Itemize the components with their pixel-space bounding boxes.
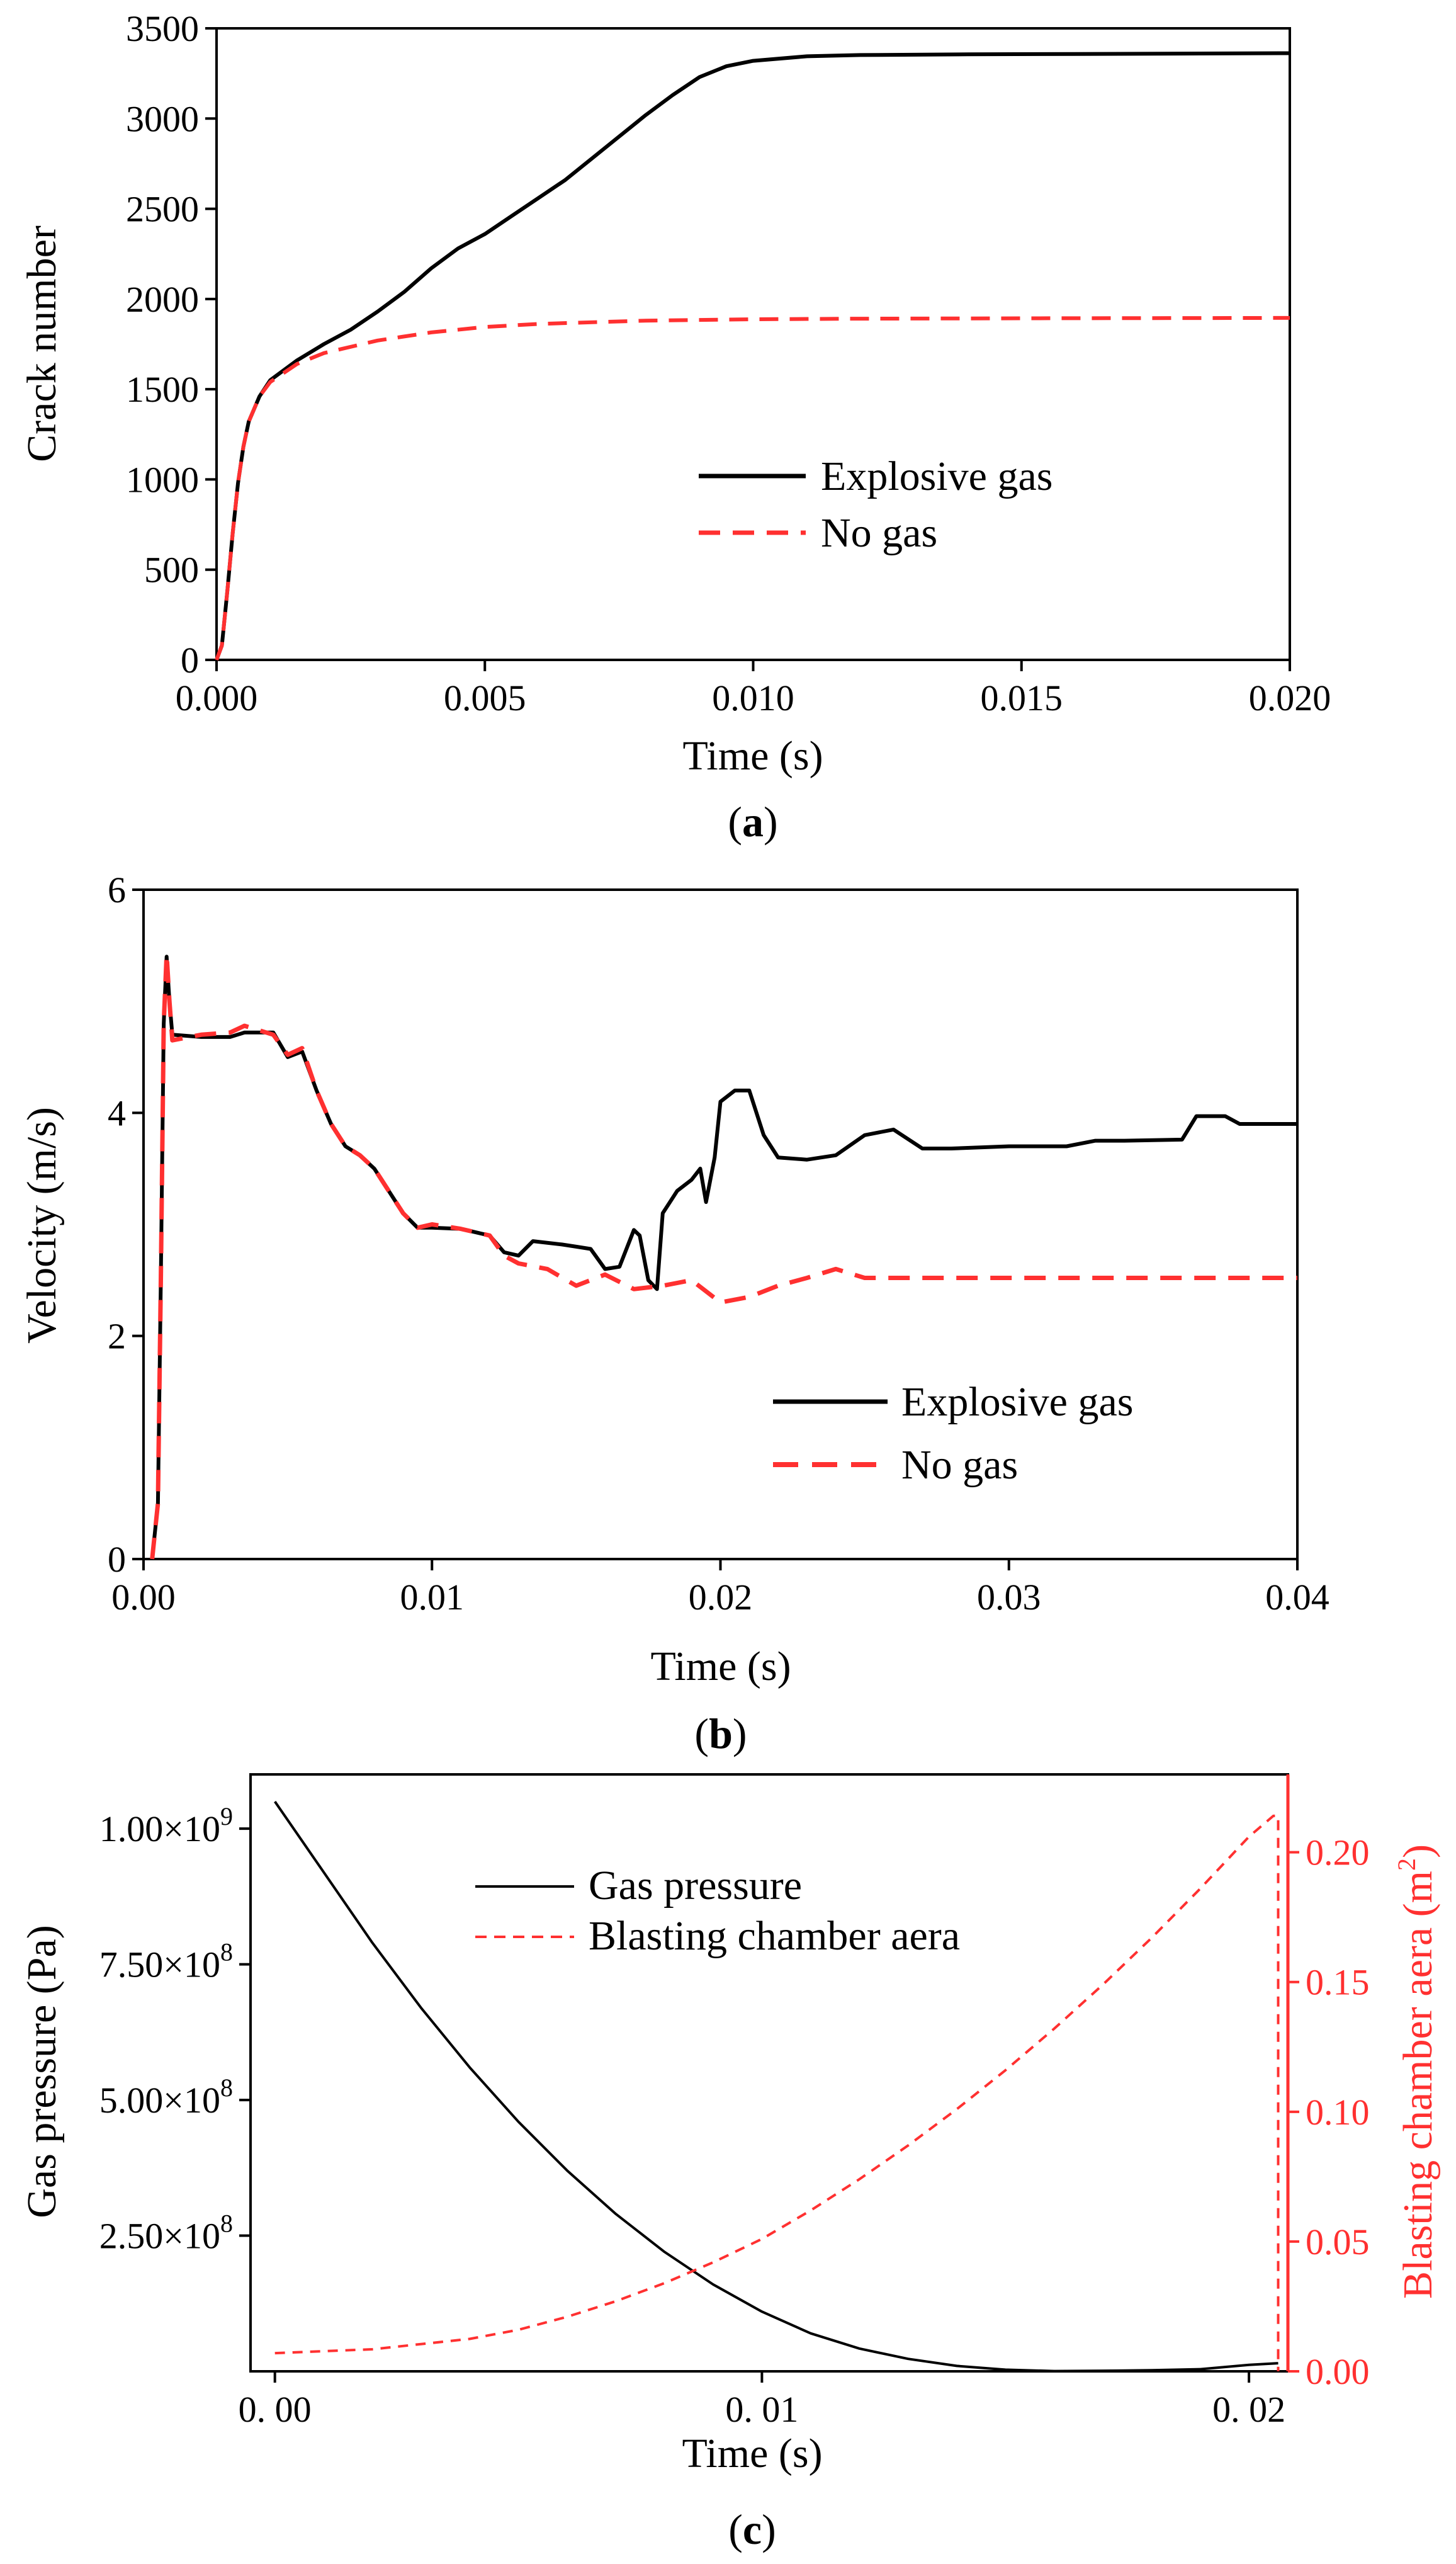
panel-c-series-gas-pressure — [274, 1800, 1278, 2373]
panel-c-ytick-label: 5.00×108 — [99, 2073, 233, 2121]
panel-c-ytick-right-label: 0.00 — [1306, 2351, 1370, 2392]
panel-b-lines — [150, 952, 1297, 1560]
panel-c-lines — [274, 1800, 1280, 2373]
panel-a-legend-explosive-label: Explosive gas — [821, 453, 1052, 499]
panel-b-plot-frame — [142, 888, 1299, 1560]
panel-c-xtick-label: 0. 00 — [239, 2389, 312, 2430]
panel-c-xtick-label: 0. 02 — [1212, 2389, 1285, 2430]
panel-c-ylabel-right: Blasting chamber aera (m2) — [1392, 1844, 1441, 2299]
panel-b-ylabel: Velocity (m/s) — [19, 1107, 65, 1344]
panel-b-ytick-label: 4 — [108, 1092, 126, 1133]
panel-a-caption: (a) — [728, 798, 777, 846]
panel-c-legend: Gas pressure Blasting chamber aera — [475, 1863, 960, 1959]
panel-c-xlabel: Time (s) — [682, 2431, 822, 2476]
panel-b-caption: (b) — [694, 1710, 747, 1757]
panel-a-legend-nogas-label: No gas — [821, 510, 937, 556]
panel-c-ytick-right-label: 0.20 — [1306, 1832, 1370, 1873]
panel-b-xtick-label: 0.03 — [977, 1577, 1041, 1618]
panel-a-ticks: 0.000 0.005 0.010 0.015 0.020 0 500 1000 1500 200… — [126, 8, 1331, 718]
panel-c-caption: (c) — [728, 2505, 776, 2553]
panel-c-ylabel-left: Gas pressure (Pa) — [19, 1925, 65, 2218]
panel-a-ytick-label: 2000 — [126, 279, 199, 320]
panel-c-ytick-right-label: 0.05 — [1306, 2221, 1370, 2262]
panel-a-series-explosive-gas — [215, 51, 1290, 661]
panel-a-xlabel: Time (s) — [682, 733, 823, 779]
panel-c-ytick-label: 2.50×108 — [99, 2209, 233, 2257]
panel-a-legend: Explosive gas No gas — [699, 453, 1052, 556]
panel-a-lines — [215, 51, 1290, 661]
panel-c: 0. 00 0. 01 0. 02 2.50×108 5.00×108 7.50×108 1… — [19, 1773, 1441, 2553]
panel-b-ticks: 0.00 0.01 0.02 0.03 0.04 0 2 4 6 — [108, 870, 1329, 1618]
panel-b-legend-explosive-label: Explosive gas — [901, 1379, 1133, 1425]
panel-a-ytick-label: 3500 — [126, 8, 199, 49]
panel-a-ylabel: Crack number — [19, 225, 65, 462]
panel-c-xtick-label: 0. 01 — [725, 2389, 798, 2430]
panel-b-xlabel: Time (s) — [650, 1643, 791, 1689]
panel-a-ytick-label: 0 — [181, 640, 199, 681]
panel-a: 0.000 0.005 0.010 0.015 0.020 0 500 1000 1500 200… — [19, 8, 1331, 846]
panel-c-ytick-right-label: 0.15 — [1306, 1962, 1370, 2003]
panel-c-ticks: 0. 00 0. 01 0. 02 2.50×108 5.00×108 7.50×108 1… — [99, 1802, 1370, 2430]
panel-b-series-explosive-gas — [150, 955, 1297, 1560]
panel-b-legend-nogas-label: No gas — [901, 1442, 1018, 1488]
panel-b-xtick-label: 0.04 — [1265, 1577, 1329, 1618]
panel-c-ylabel-right-main: Blasting chamber aera (m — [1395, 1871, 1441, 2299]
panel-c-legend-pressure-label: Gas pressure — [589, 1863, 802, 1909]
panel-a-plot-frame — [215, 27, 1291, 661]
panel-b-series-no-gas — [150, 952, 1297, 1560]
panel-a-caption-letter: a — [742, 798, 764, 846]
panel-c-ytick-right-label: 0.10 — [1306, 2092, 1370, 2133]
panel-b-ytick-label: 2 — [108, 1316, 126, 1357]
panel-a-ytick-label: 1000 — [126, 459, 199, 500]
panel-a-ytick-label: 2500 — [126, 189, 199, 230]
panel-c-legend-area-label: Blasting chamber aera — [589, 1913, 960, 1959]
panel-a-xtick-label: 0.020 — [1249, 678, 1331, 718]
panel-c-ylabel-right-close: ) — [1395, 1844, 1441, 1858]
panel-a-xtick-label: 0.005 — [444, 678, 526, 718]
panel-b-xtick-label: 0.01 — [400, 1577, 465, 1618]
panel-b-legend: Explosive gas No gas — [773, 1379, 1133, 1488]
panel-c-ytick-label: 1.00×109 — [99, 1802, 233, 1849]
panel-a-series-no-gas — [215, 315, 1290, 661]
panel-c-caption-letter: c — [743, 2505, 762, 2553]
panel-a-ytick-label: 3000 — [126, 98, 199, 139]
panel-a-xtick-label: 0.010 — [712, 678, 794, 718]
panel-b-xtick-label: 0.02 — [689, 1577, 753, 1618]
panel-c-series-blasting-chamber-aera — [274, 1814, 1280, 2371]
panel-b-caption-letter: b — [709, 1710, 733, 1757]
panel-b-ytick-label: 6 — [108, 870, 126, 910]
panel-b-xtick-label: 0.00 — [111, 1577, 176, 1618]
panel-a-ytick-label: 500 — [144, 550, 199, 591]
panel-b-ytick-label: 0 — [108, 1539, 126, 1580]
panel-a-xtick-label: 0.000 — [176, 678, 258, 718]
panel-c-ylabel-right-sup: 2 — [1392, 1858, 1421, 1871]
panel-a-xtick-label: 0.015 — [981, 678, 1063, 718]
panel-a-ytick-label: 1500 — [126, 369, 199, 410]
panel-c-ytick-label: 7.50×108 — [99, 1938, 233, 1985]
